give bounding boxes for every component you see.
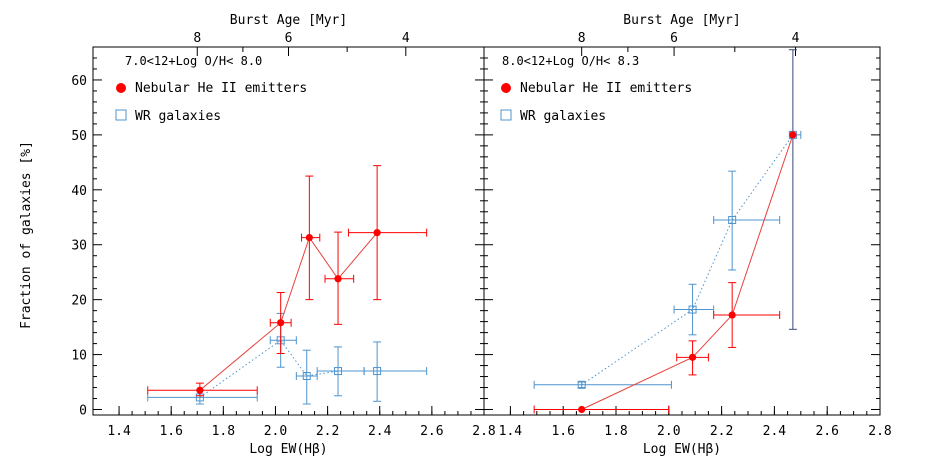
y-tick-label: 0 bbox=[79, 404, 87, 419]
legend-marker-wr bbox=[500, 109, 512, 121]
x-tick-label: 2.4 bbox=[368, 424, 392, 439]
metallicity-range-label: 7.0<12+Log O/H< 8.0 bbox=[125, 54, 262, 68]
x-tick-label: 2.8 bbox=[472, 424, 495, 439]
x-axis-title: Log EW(Hβ) bbox=[249, 442, 327, 457]
x-tick-label: 1.6 bbox=[551, 424, 574, 439]
panel-left: 1.4 1.6 1.8 2.0 2.2 2.4 2.6 2.8 0 10 20 30 40 50 60 8 6 4… bbox=[71, 13, 495, 457]
top-tick-label: 8 bbox=[578, 31, 586, 46]
x-tick-label: 2.0 bbox=[657, 424, 680, 439]
legend-label-wr: WR galaxies bbox=[520, 109, 606, 124]
y-tick-label: 60 bbox=[71, 74, 87, 89]
he-ii-point bbox=[305, 233, 313, 242]
x-tick-label: 2.2 bbox=[316, 424, 339, 439]
legend-label-wr: WR galaxies bbox=[135, 109, 221, 124]
wr-series-line bbox=[581, 134, 794, 386]
he-ii-point bbox=[728, 311, 736, 319]
top-axis-title: Burst Age [Myr] bbox=[230, 13, 347, 28]
wr-point bbox=[334, 367, 343, 376]
he-ii-point bbox=[688, 353, 697, 361]
wr-point bbox=[577, 380, 586, 389]
top-axis-title: Burst Age [Myr] bbox=[623, 13, 740, 28]
y-tick-label: 20 bbox=[71, 294, 87, 309]
legend-marker-he-ii bbox=[501, 83, 511, 93]
he-ii-point bbox=[334, 275, 342, 283]
plot-frame-left bbox=[92, 46, 485, 416]
x-tick-label: 2.2 bbox=[710, 424, 733, 439]
x-tick-label: 1.4 bbox=[107, 424, 131, 439]
y-tick-label: 30 bbox=[71, 239, 87, 254]
legend-label-he-ii: Nebular He II emitters bbox=[520, 81, 692, 96]
x-tick-label: 1.8 bbox=[604, 424, 627, 439]
x-tick-label: 2.6 bbox=[815, 424, 838, 439]
x-tick-label: 2.0 bbox=[264, 424, 287, 439]
x-axis-title: Log EW(Hβ) bbox=[643, 442, 721, 457]
top-tick-label: 6 bbox=[285, 31, 293, 46]
metallicity-range-label: 8.0<12+Log O/H< 8.3 bbox=[502, 54, 639, 68]
y-tick-label: 10 bbox=[71, 349, 87, 364]
y-axis-title: Fraction of galaxies [%] bbox=[19, 141, 34, 329]
y-tick-label: 40 bbox=[71, 184, 87, 199]
y-tick-label: 50 bbox=[71, 129, 87, 144]
wr-point bbox=[373, 367, 382, 376]
he-ii-point bbox=[578, 405, 586, 414]
top-tick-label: 6 bbox=[670, 31, 678, 46]
he-ii-point bbox=[196, 386, 204, 394]
he-ii-series-line bbox=[199, 232, 378, 391]
x-tick-label: 1.8 bbox=[212, 424, 235, 439]
legend-marker-he-ii bbox=[116, 83, 126, 93]
he-ii-series-line bbox=[581, 134, 794, 410]
plot-frame-right bbox=[483, 46, 881, 416]
wr-point bbox=[688, 305, 697, 314]
wr-point bbox=[728, 216, 737, 225]
he-ii-point bbox=[277, 319, 285, 327]
x-tick-label: 1.4 bbox=[499, 424, 523, 439]
he-ii-point bbox=[373, 229, 381, 237]
he-ii-point bbox=[789, 131, 797, 139]
x-tick-label: 1.6 bbox=[159, 424, 182, 439]
x-tick-label: 2.6 bbox=[420, 424, 443, 439]
wr-point bbox=[302, 372, 311, 381]
legend-label-he-ii: Nebular He II emitters bbox=[135, 81, 307, 96]
legend-marker-wr bbox=[115, 109, 127, 121]
x-tick-label: 2.8 bbox=[868, 424, 891, 439]
top-tick-label: 8 bbox=[193, 31, 201, 46]
x-tick-label: 2.4 bbox=[763, 424, 787, 439]
top-tick-label: 4 bbox=[792, 31, 800, 46]
top-tick-label: 4 bbox=[402, 31, 410, 46]
panel-right: 1.4 1.6 1.8 2.0 2.2 2.4 2.6 2.8 8 6 4 Burst Age [My… bbox=[483, 13, 892, 457]
wr-series-line bbox=[199, 339, 378, 398]
